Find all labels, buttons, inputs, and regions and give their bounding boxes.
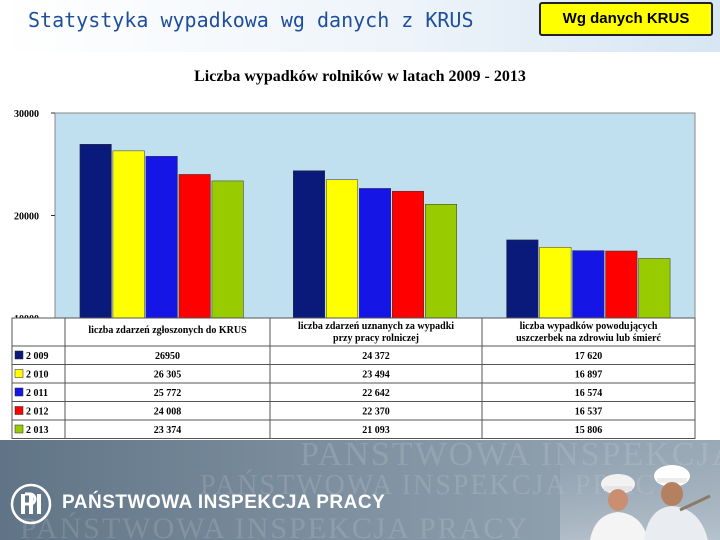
legend-label: 2 010 xyxy=(26,370,49,381)
legend-swatch xyxy=(14,424,24,434)
legend-label: 2 011 xyxy=(26,388,48,399)
data-label: 25 772 xyxy=(154,388,182,399)
data-label: 21 093 xyxy=(362,425,390,436)
legend-label: 2 013 xyxy=(26,425,49,436)
category-label: liczba zdarzeń uznanych za wypadki przy p… xyxy=(298,321,454,344)
source-badge: Wg danych KRUS xyxy=(539,2,713,36)
bar xyxy=(392,190,424,319)
bar-chart: 300002000010000liczba zdarzeń zgłoszonyc… xyxy=(11,109,696,439)
data-label: 26950 xyxy=(155,351,180,362)
bar xyxy=(638,258,671,319)
organization-name: PAŃSTWOWA INSPEKCJA PRACY xyxy=(62,492,386,513)
bar xyxy=(539,247,572,319)
legend-swatch xyxy=(14,406,24,415)
legend-label: 2 009 xyxy=(26,351,49,362)
slide-header: Statystyka wypadkowa wg danych z KRUS Wg… xyxy=(0,0,720,52)
bar xyxy=(605,250,638,319)
data-label: 15 806 xyxy=(575,425,603,436)
data-label: 26 305 xyxy=(154,370,182,381)
bar xyxy=(506,239,539,319)
bar xyxy=(572,250,605,319)
data-label: 16 897 xyxy=(575,370,603,381)
bar xyxy=(178,174,211,319)
data-label: 24 008 xyxy=(154,407,182,418)
y-tick-label: 30000 xyxy=(14,109,39,120)
chart-title: Liczba wypadków rolników w latach 2009 -… xyxy=(194,68,526,85)
y-tick-label: 20000 xyxy=(14,212,39,223)
bar xyxy=(79,144,112,319)
pip-logo-icon xyxy=(10,483,52,525)
data-label: 23 374 xyxy=(154,425,182,436)
footer-banner: PAŃSTWOWA INSPEKCJA PRACY PAŃSTWOWA INSP… xyxy=(0,440,720,540)
bar xyxy=(293,170,325,319)
bar xyxy=(145,156,178,319)
watermark-text: PAŃSTWOWA INSPEKCJA PRACY xyxy=(20,512,529,540)
data-label: 16 537 xyxy=(575,407,603,418)
slide-title: Statystyka wypadkowa wg danych z KRUS xyxy=(28,8,474,32)
data-label: 16 574 xyxy=(575,388,603,399)
category-label: liczba zdarzeń zgłoszonych do KRUS xyxy=(88,325,247,336)
legend-swatch xyxy=(14,369,24,378)
category-label: liczba wypadków powodujących uszczerbek n… xyxy=(516,321,661,344)
data-table xyxy=(11,317,696,439)
bar xyxy=(425,204,457,319)
bar xyxy=(326,179,358,319)
legend-swatch xyxy=(14,387,24,397)
data-label: 24 372 xyxy=(362,351,390,362)
data-label: 22 370 xyxy=(362,407,390,418)
data-label: 17 620 xyxy=(575,351,603,362)
bar xyxy=(112,150,145,319)
bar xyxy=(359,188,391,319)
data-label: 22 642 xyxy=(362,388,390,399)
workers-photo xyxy=(560,440,720,540)
data-label: 23 494 xyxy=(362,370,390,381)
legend-label: 2 012 xyxy=(26,407,49,418)
bar xyxy=(211,180,244,319)
legend-swatch xyxy=(14,350,24,360)
